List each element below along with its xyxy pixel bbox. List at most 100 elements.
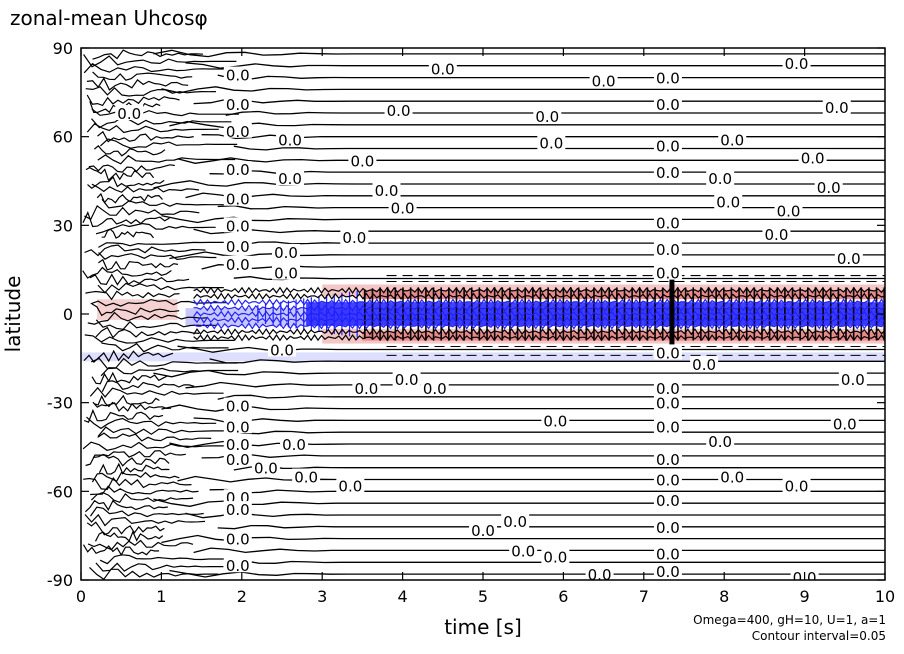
contour-lines [153,49,885,578]
noise-contour [101,380,195,392]
contour-label-halo [292,468,321,484]
noise-contour [90,298,227,307]
contour-line [185,192,885,199]
contour-label: 0.0 [656,563,680,581]
noise-contour [89,273,190,286]
contour-label: 0.0 [342,229,366,247]
contour-label-halo [653,518,682,534]
contour-label-halo [115,105,144,121]
y-tick-label: -60 [47,482,73,501]
noise-contour [84,499,168,513]
contour-label: 0.0 [294,469,318,487]
jet-contour [193,310,885,318]
jet-contour [193,322,885,330]
contour-label-halo [223,161,252,177]
contour-label-halo [223,217,252,233]
noise-contour [98,252,217,261]
noise-contour [92,49,204,60]
contour-label-halo [276,131,305,147]
contour-line [209,169,885,175]
contour-line [217,74,885,80]
contour-line [209,488,885,494]
contour-line [185,512,885,519]
contour-label: 0.0 [656,451,680,469]
noise-contour [101,198,224,209]
contour-label-halo [718,468,747,484]
x-tick-label: 2 [237,587,247,606]
contour-label: 0.0 [656,380,680,398]
x-tick-label: 9 [800,587,810,606]
contour-label-halo [388,199,417,215]
contour-label: 0.0 [656,492,680,510]
parameters-annotation: Omega=400, gH=10, U=1, a=1 [693,613,886,627]
noise-contour [84,513,206,527]
contour-label-halo [509,542,538,558]
contour-label-halo [223,557,252,573]
noise-contour [83,408,164,423]
x-tick-label: 4 [398,587,408,606]
contour-label-halo [653,545,682,561]
noise-contour [95,562,224,572]
contour-label: 0.0 [656,418,680,436]
contour-label: 0.0 [656,545,680,563]
contour-label: 0.0 [226,217,250,235]
y-axis-ticks: -90 -60 -30 0 30 60 90 [47,39,885,590]
contour-line [233,276,885,281]
contour-label-halo [537,134,566,150]
contour-label-halo [501,512,530,528]
contour-label: 0.0 [511,542,535,560]
noise-contour [92,71,193,81]
noise-contour [83,477,192,491]
contour-line [169,120,885,129]
contour-label-halo [272,264,301,280]
jet-contour [193,304,885,312]
contour-label: 0.0 [588,566,612,584]
contour-label: 0.0 [708,170,732,188]
contour-label: 0.0 [825,99,849,117]
contour-label: 0.0 [274,265,298,283]
contour-label: 0.0 [226,256,250,274]
y-axis-label: latitude [1,276,25,353]
noise-contour [82,441,227,451]
noise-contour [86,77,189,91]
contour-label-halo [706,170,735,186]
contour-label-halo [830,415,859,431]
noise-contour [83,54,237,68]
noise-contour [82,266,172,279]
contour-label: 0.0 [765,226,789,244]
contour-label-halo [276,170,305,186]
contour-line [193,417,885,424]
x-tick-label: 5 [478,587,488,606]
contour-label-halo [280,436,309,452]
noise-contour [99,138,238,149]
contour-label: 0.0 [431,61,455,79]
x-tick-label: 7 [639,587,649,606]
contour-line [185,62,885,69]
contour-label: 0.0 [656,395,680,413]
contour-label-halo [469,521,497,537]
x-tick-label: 3 [317,587,327,606]
contour-label-halo [653,563,682,579]
contour-label: 0.0 [592,73,616,91]
contour-label-halo [653,379,682,395]
contour-label: 0.0 [270,341,294,359]
contour-label-halo [223,122,252,138]
contour-label: 0.0 [375,182,399,200]
contour-label-halo [223,255,252,271]
contour-label-halo [340,229,369,245]
jet-contour [193,298,885,306]
contour-label: 0.0 [226,161,250,179]
contour-label: 0.0 [656,214,680,232]
noise-contour [88,164,175,173]
contour-label-halo [653,214,682,230]
negative-band [306,302,885,326]
noise-contour [87,539,194,551]
noise-contour [97,154,236,165]
contour-line [161,214,885,224]
noise-contour [89,386,224,398]
contour-label-halo [814,178,843,194]
contour-label: 0.0 [226,451,250,469]
x-tick-label: 8 [719,587,729,606]
noise-contour [90,506,204,518]
